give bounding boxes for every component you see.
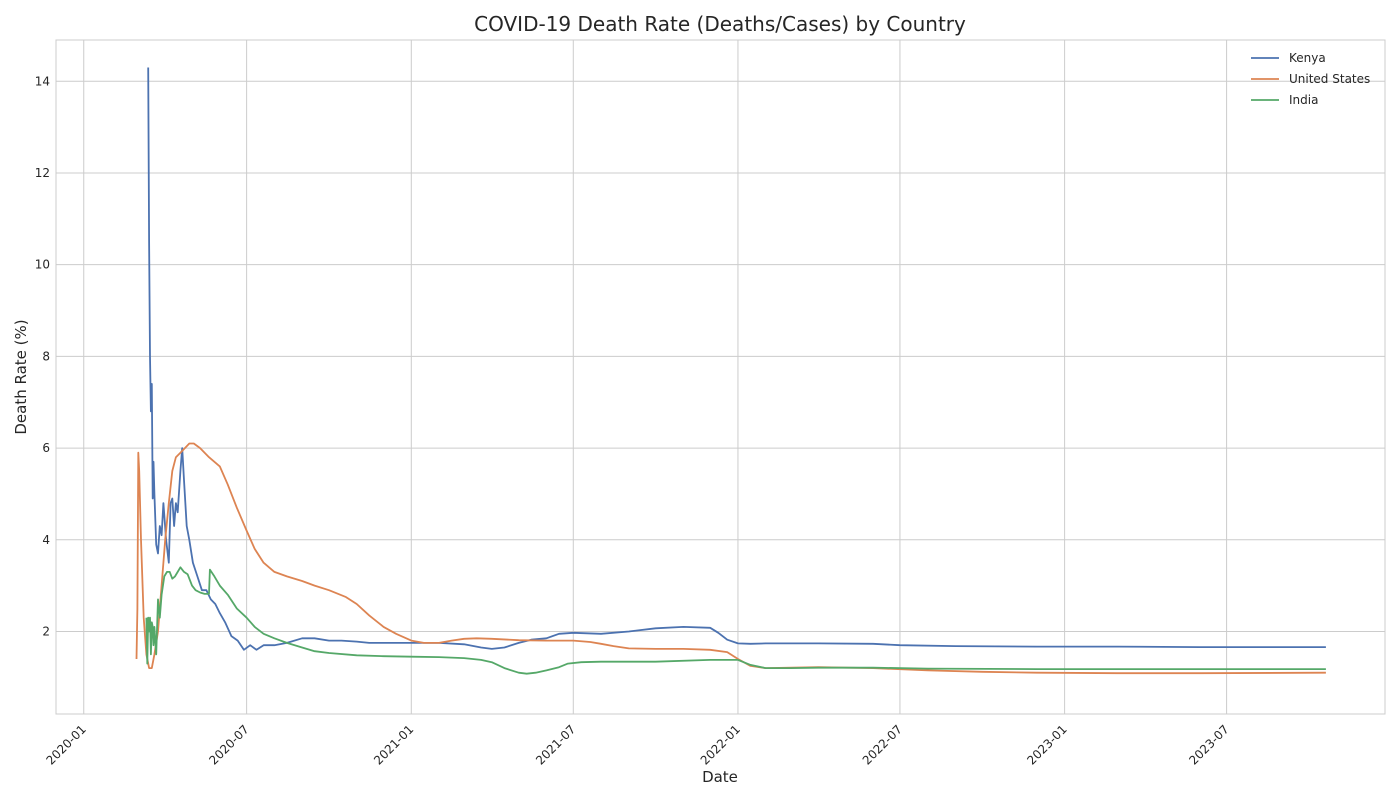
series-lines	[135, 67, 1326, 675]
legend-label-kenya: Kenya	[1289, 51, 1326, 65]
y-axis-label: Death Rate (%)	[12, 319, 30, 434]
chart-title: COVID-19 Death Rate (Deaths/Cases) by Co…	[474, 12, 966, 36]
legend-label-india: India	[1289, 93, 1318, 107]
x-tick-label: 2023-01	[1024, 722, 1069, 767]
y-tick-label: 8	[42, 349, 50, 363]
x-axis-label: Date	[702, 768, 738, 786]
y-tick-label: 12	[35, 166, 50, 180]
series-line-united-states	[135, 442, 1326, 675]
series-line-india	[145, 566, 1326, 675]
x-tick-label: 2021-07	[533, 722, 578, 767]
y-tick-label: 14	[35, 74, 50, 88]
series-line-kenya	[147, 67, 1326, 651]
x-tick-label: 2022-01	[698, 722, 743, 767]
x-tick-label: 2021-01	[371, 722, 416, 767]
x-axis-ticks: 2020-01 2020-07 2021-01 2021-07 2022-01 2022-…	[44, 722, 1232, 767]
legend-label-united-states: United States	[1289, 72, 1370, 86]
plot-area	[55, 39, 1386, 715]
y-tick-label: 6	[42, 441, 50, 455]
x-tick-label: 2020-07	[206, 722, 251, 767]
x-tick-label: 2020-01	[44, 722, 89, 767]
y-tick-label: 2	[42, 624, 50, 638]
y-tick-label: 4	[42, 533, 50, 547]
y-axis-ticks: 2 4 6 8 10 12 14	[35, 74, 50, 638]
legend: Kenya United States India	[1251, 51, 1370, 107]
x-tick-label: 2022-07	[860, 722, 905, 767]
y-tick-label: 10	[35, 258, 50, 272]
x-tick-label: 2023-07	[1186, 722, 1231, 767]
grid	[56, 40, 1385, 714]
